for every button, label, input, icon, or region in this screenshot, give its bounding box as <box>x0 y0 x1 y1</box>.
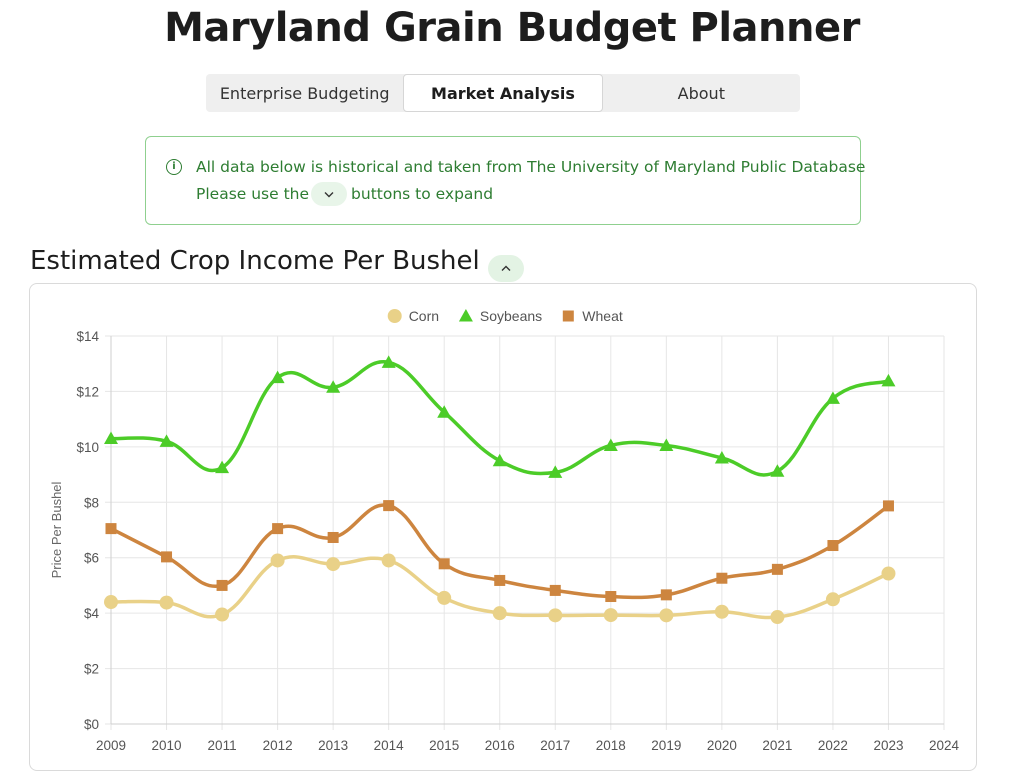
corn-data-point <box>825 592 840 607</box>
corn-data-point <box>215 607 230 622</box>
wheat-data-point <box>105 523 117 535</box>
info-text-after: buttons to expand <box>351 185 494 203</box>
corn-series-line <box>110 555 890 620</box>
corn-data-point <box>159 595 174 610</box>
soybeans-data-point <box>714 450 729 464</box>
y-tick-label: $8 <box>84 495 99 510</box>
corn-data-point <box>381 553 396 568</box>
y-tick-label: $2 <box>84 662 99 677</box>
wheat-series-line <box>110 503 890 600</box>
info-text-line2: Please use the buttons to expand <box>196 182 493 206</box>
x-tick-label: 2017 <box>540 738 570 753</box>
soybeans-data-point <box>326 380 341 393</box>
soybeans-data-point <box>270 370 285 384</box>
section-title: Estimated Crop Income Per Bushel <box>30 246 480 276</box>
tab-enterprise-budgeting[interactable]: Enterprise Budgeting <box>219 83 390 103</box>
wheat-data-point <box>161 551 173 563</box>
soybeans-data-point <box>548 465 563 478</box>
wheat-data-point <box>605 591 617 603</box>
x-tick-label: 2023 <box>873 738 903 753</box>
soybeans-series-line <box>110 360 889 477</box>
chart-card: 2009 2010 2011 2012 2013 2014 2015 2016 2017 2018… <box>29 283 977 771</box>
x-tick-label: 2013 <box>318 738 348 753</box>
x-tick-label: 2021 <box>762 738 792 753</box>
corn-data-point <box>326 557 341 572</box>
wheat-data-point <box>827 540 839 552</box>
wheat-data-point <box>272 523 284 535</box>
info-banner: i All data below is historical and taken… <box>145 136 865 225</box>
x-tick-label: 2009 <box>96 738 126 753</box>
corn-data-point <box>104 595 118 610</box>
x-tick-label: 2024 <box>929 738 960 753</box>
soybeans-data-point <box>492 453 507 467</box>
y-tick-label: $4 <box>84 606 100 621</box>
chevron-down-icon <box>311 182 348 206</box>
soybeans-data-point <box>825 391 840 404</box>
y-tick-label: $14 <box>76 329 99 344</box>
wheat-data-point <box>383 500 395 512</box>
y-tick-label: $0 <box>84 717 99 732</box>
crop-income-chart: 2009 2010 2011 2012 2013 2014 2015 2016 2017 2018… <box>49 308 960 753</box>
soybeans-data-point <box>770 464 785 477</box>
collapse-section-button[interactable] <box>488 255 524 282</box>
y-axis-title: Price Per Bushel <box>49 481 64 578</box>
x-tick-label: 2010 <box>152 738 182 753</box>
soybeans-data-point <box>881 373 896 387</box>
wheat-data-point <box>771 563 783 575</box>
soybeans-data-point <box>381 355 396 368</box>
x-tick-label: 2019 <box>651 738 681 753</box>
x-tick-label: 2020 <box>707 738 737 753</box>
x-tick-label: 2022 <box>818 738 848 753</box>
soybeans-data-point <box>104 431 118 445</box>
corn-data-point <box>714 604 729 619</box>
soybeans-legend-label: Soybeans <box>480 308 542 324</box>
soybeans-data-point <box>659 438 674 451</box>
wheat-data-point <box>660 589 672 601</box>
corn-legend-label: Corn <box>409 308 439 324</box>
soybeans-data-point <box>437 405 452 418</box>
main-tabs: Enterprise Budgeting Market Analysis Abo… <box>206 74 800 112</box>
soybeans-data-point <box>215 460 230 474</box>
wheat-legend-label: Wheat <box>582 308 623 324</box>
corn-data-point <box>770 610 785 625</box>
soybeans-data-point <box>159 434 174 447</box>
wheat-data-point <box>882 500 894 512</box>
wheat-data-point <box>327 531 339 543</box>
y-tick-label: $12 <box>76 384 99 399</box>
app-title: Maryland Grain Budget Planner <box>164 5 860 51</box>
info-text-line1: All data below is historical and taken f… <box>196 158 866 176</box>
wheat-data-point <box>494 574 506 586</box>
wheat-data-point <box>716 572 728 584</box>
wheat-data-point <box>216 579 228 591</box>
y-tick-label: $6 <box>84 551 99 566</box>
info-circle-icon: i <box>166 159 182 175</box>
corn-data-point <box>603 608 618 623</box>
soybeans-legend-marker <box>458 309 473 322</box>
x-tick-label: 2018 <box>596 738 626 753</box>
corn-data-point <box>548 608 563 623</box>
x-tick-label: 2011 <box>208 738 237 753</box>
x-tick-label: 2016 <box>485 738 515 753</box>
x-tick-label: 2012 <box>263 738 293 753</box>
corn-data-point <box>437 590 452 605</box>
x-tick-label: 2014 <box>374 738 405 753</box>
corn-data-point <box>659 608 674 623</box>
corn-legend-marker <box>387 309 402 323</box>
tab-market-analysis[interactable]: Market Analysis <box>403 74 603 112</box>
wheat-data-point <box>438 558 450 570</box>
chevron-up-icon <box>501 265 511 271</box>
corn-data-point <box>881 566 896 581</box>
wheat-legend-marker <box>562 310 574 322</box>
info-text-before: Please use the <box>196 185 310 203</box>
x-tick-label: 2015 <box>429 738 459 753</box>
corn-data-point <box>492 606 507 621</box>
tab-about[interactable]: About <box>677 83 725 103</box>
y-tick-label: $10 <box>76 440 99 455</box>
wheat-data-point <box>549 584 561 596</box>
corn-data-point <box>270 553 285 568</box>
soybeans-data-point <box>603 438 618 451</box>
